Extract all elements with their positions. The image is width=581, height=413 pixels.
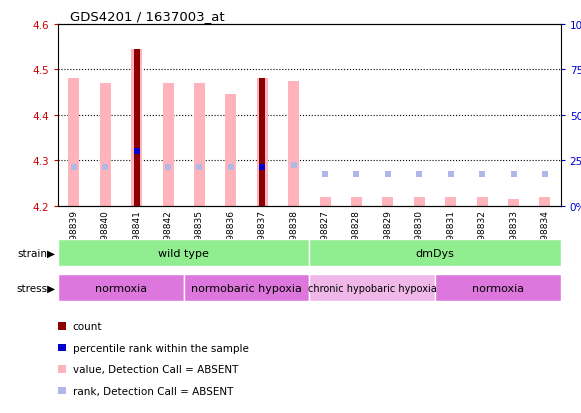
Text: strain▶: strain▶ — [17, 248, 56, 258]
Bar — [69, 79, 79, 206]
Text: normoxia: normoxia — [472, 283, 524, 293]
Bar — [257, 79, 268, 206]
Text: chronic hypobaric hypoxia: chronic hypobaric hypoxia — [308, 283, 436, 293]
Bar — [382, 197, 393, 206]
Bar — [184, 275, 309, 301]
Text: wild type: wild type — [158, 248, 209, 258]
Bar — [131, 50, 142, 206]
Bar — [134, 50, 139, 206]
Bar — [100, 84, 111, 206]
Text: GDS4201 / 1637003_at: GDS4201 / 1637003_at — [70, 10, 224, 23]
Bar — [414, 197, 425, 206]
Bar — [476, 197, 487, 206]
Text: normobaric hypoxia: normobaric hypoxia — [191, 283, 302, 293]
Bar — [288, 82, 299, 206]
Bar — [540, 197, 550, 206]
Bar — [194, 84, 205, 206]
Bar — [445, 197, 456, 206]
Bar — [508, 200, 519, 206]
Text: normoxia: normoxia — [95, 283, 147, 293]
Bar — [309, 275, 435, 301]
Bar — [58, 275, 184, 301]
Bar — [163, 84, 174, 206]
Text: stress▶: stress▶ — [16, 283, 56, 293]
Bar — [351, 197, 362, 206]
Bar — [225, 95, 236, 206]
Text: percentile rank within the sample: percentile rank within the sample — [73, 343, 249, 353]
Bar — [259, 79, 266, 206]
Text: dmDys: dmDys — [415, 248, 454, 258]
Bar — [309, 240, 561, 266]
Bar — [435, 275, 561, 301]
Text: rank, Detection Call = ABSENT: rank, Detection Call = ABSENT — [73, 386, 233, 396]
Text: value, Detection Call = ABSENT: value, Detection Call = ABSENT — [73, 364, 238, 374]
Bar — [58, 240, 309, 266]
Bar — [320, 197, 331, 206]
Text: count: count — [73, 321, 102, 331]
